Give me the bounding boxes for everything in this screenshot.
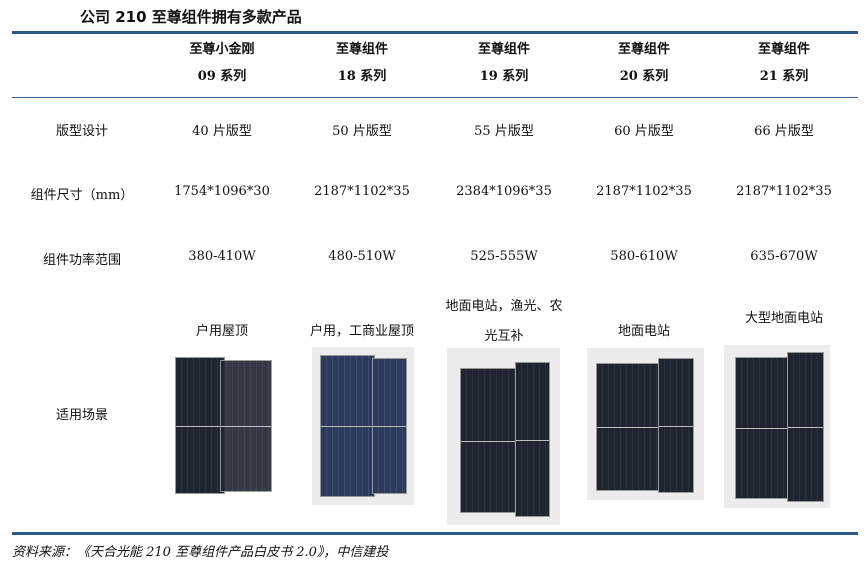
cell-scene: 大型地面电站 (744, 311, 823, 326)
cell-size: 2187*1102*35 (314, 184, 410, 199)
cell-power: 635-670W (750, 249, 818, 264)
row-label-size: 组件尺寸（mm） (30, 188, 134, 203)
solar-panel-image (658, 358, 694, 493)
source-note: 资料来源：《天合光能 210 至尊组件产品白皮书 2.0》，中信建投 (12, 545, 389, 560)
cell-size: 2187*1102*35 (736, 184, 832, 199)
column-header-name: 至尊组件 (477, 42, 530, 57)
solar-panel-image (596, 363, 661, 491)
cell-size: 2187*1102*35 (596, 184, 692, 199)
cell-scene: 地面电站，渔光、农光互补 (445, 299, 563, 344)
row-label-scene: 适用场景 (55, 408, 108, 423)
cell-layout: 66 片版型 (754, 124, 814, 139)
column-header-series: 19 系列 (479, 69, 529, 84)
cell-power: 380-410W (188, 249, 256, 264)
cell-size: 1754*1096*30 (174, 184, 270, 199)
cell-layout: 50 片版型 (332, 124, 392, 139)
column-header-series: 09 系列 (197, 69, 247, 84)
solar-panel-image (515, 362, 550, 517)
solar-panel-image (735, 357, 790, 499)
bottom-rule (12, 532, 858, 535)
solar-panel-image (220, 360, 272, 492)
cell-scene: 户用，工商业屋顶 (309, 324, 414, 339)
page-title: 公司 210 至尊组件拥有多款产品 (80, 8, 302, 26)
column-header-series: 21 系列 (759, 69, 809, 84)
cell-layout: 60 片版型 (614, 124, 674, 139)
cell-size: 2384*1096*35 (456, 184, 552, 199)
cell-power: 580-610W (610, 249, 678, 264)
row-label-layout: 版型设计 (55, 124, 108, 139)
column-header-series: 20 系列 (619, 69, 669, 84)
column-header-series: 18 系列 (337, 69, 387, 84)
cell-scene: 地面电站 (617, 324, 670, 339)
cell-power: 480-510W (328, 249, 396, 264)
row-label-power: 组件功率范围 (42, 253, 121, 268)
solar-panel-image (320, 355, 375, 497)
column-header-name: 至尊小金刚 (189, 42, 255, 57)
column-header-name: 至尊组件 (617, 42, 670, 57)
column-header-name: 至尊组件 (335, 42, 388, 57)
cell-power: 525-555W (470, 249, 538, 264)
column-header-name: 至尊组件 (757, 42, 810, 57)
solar-panel-image (372, 358, 407, 494)
solar-panel-image (787, 352, 824, 502)
header-rule (12, 97, 858, 98)
solar-panel-image (460, 368, 520, 513)
cell-scene: 户用屋顶 (195, 324, 248, 339)
top-rule (12, 31, 858, 34)
solar-panel-image (175, 357, 225, 494)
cell-layout: 55 片版型 (474, 124, 534, 139)
cell-layout: 40 片版型 (192, 124, 252, 139)
